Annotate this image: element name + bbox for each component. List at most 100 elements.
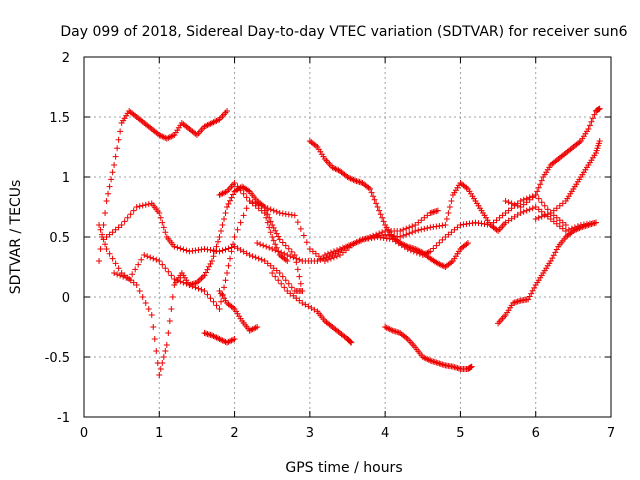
data-point (224, 204, 231, 210)
data-point (370, 193, 377, 200)
data-point (374, 204, 381, 210)
plot-frame (83, 56, 612, 418)
data-point (520, 201, 527, 208)
data-point (139, 202, 146, 209)
data-point (216, 306, 223, 312)
data-point (526, 196, 533, 203)
data-point (406, 230, 413, 237)
data-point (139, 294, 146, 300)
data-point (115, 265, 122, 272)
data-point (118, 222, 125, 228)
data-point (347, 338, 354, 345)
data-point (213, 302, 220, 309)
data-point (279, 239, 286, 246)
data-point (97, 226, 104, 233)
data-point (529, 194, 536, 201)
y-tick-label: 0 (62, 291, 70, 306)
data-point (261, 258, 268, 264)
data-point (177, 245, 184, 252)
data-point (183, 280, 190, 287)
data-point (556, 223, 563, 230)
series-track-a (96, 108, 231, 264)
data-point (160, 224, 167, 231)
data-point (269, 270, 276, 276)
data-point (243, 205, 250, 212)
y-tick-label: 1 (62, 171, 70, 186)
y-tick-label: -1 (57, 411, 70, 426)
data-point (252, 200, 259, 207)
data-point (421, 214, 428, 221)
data-point (299, 288, 306, 294)
data-point (159, 261, 166, 268)
data-point (168, 272, 175, 279)
data-point (538, 213, 545, 220)
data-point (537, 181, 544, 188)
data-point (296, 256, 303, 263)
data-point (237, 187, 244, 194)
data-point (183, 247, 190, 254)
series-track-f (201, 330, 238, 346)
data-point (299, 300, 306, 306)
data-point (142, 201, 149, 208)
data-point (445, 231, 452, 238)
data-point (297, 225, 304, 232)
series-track-e (216, 180, 441, 264)
data-point (550, 252, 557, 259)
data-point (147, 254, 154, 261)
data-point (136, 288, 143, 294)
data-point (148, 312, 155, 318)
data-point (589, 115, 596, 122)
x-tick-label: 5 (456, 426, 464, 441)
data-point (588, 118, 595, 125)
data-point (361, 236, 368, 243)
data-point (409, 223, 416, 230)
x-tick-labels: 0 1 2 3 4 5 6 7 (80, 426, 615, 441)
data-point (210, 298, 217, 305)
data-point (281, 250, 288, 257)
x-tick-label: 0 (80, 426, 88, 441)
data-point (502, 219, 509, 226)
data-point (596, 105, 603, 112)
data-point (112, 226, 119, 233)
data-point (153, 348, 160, 354)
data-point (99, 231, 106, 238)
data-point (535, 206, 542, 213)
data-point (346, 242, 353, 249)
data-point (273, 230, 280, 237)
data-point (336, 246, 343, 252)
data-point (288, 248, 295, 255)
data-point (249, 199, 256, 206)
data-point (145, 201, 152, 208)
data-point (221, 216, 228, 222)
data-point (127, 211, 134, 218)
data-point (103, 198, 110, 204)
data-point (300, 232, 307, 239)
data-point (358, 237, 365, 244)
series-track-b (96, 198, 291, 378)
data-point (264, 219, 271, 226)
data-point (333, 247, 340, 254)
data-point (106, 250, 113, 257)
data-point (112, 260, 119, 267)
data-point (321, 252, 328, 258)
data-point (138, 256, 145, 263)
data-point (517, 210, 524, 216)
data-point (282, 242, 289, 249)
data-point (287, 290, 294, 297)
data-point (327, 249, 334, 256)
data-point (111, 162, 118, 168)
data-point (400, 226, 407, 233)
data-point (227, 197, 234, 204)
data-point (559, 200, 566, 207)
data-point (141, 252, 148, 258)
data-point (421, 225, 428, 232)
data-point (231, 243, 238, 250)
data-point (102, 241, 109, 248)
data-point (553, 214, 560, 221)
data-point (240, 248, 247, 255)
data-point (165, 330, 172, 336)
data-point (258, 202, 265, 209)
data-point (547, 210, 554, 216)
data-point (534, 188, 541, 195)
data-point (532, 204, 539, 210)
